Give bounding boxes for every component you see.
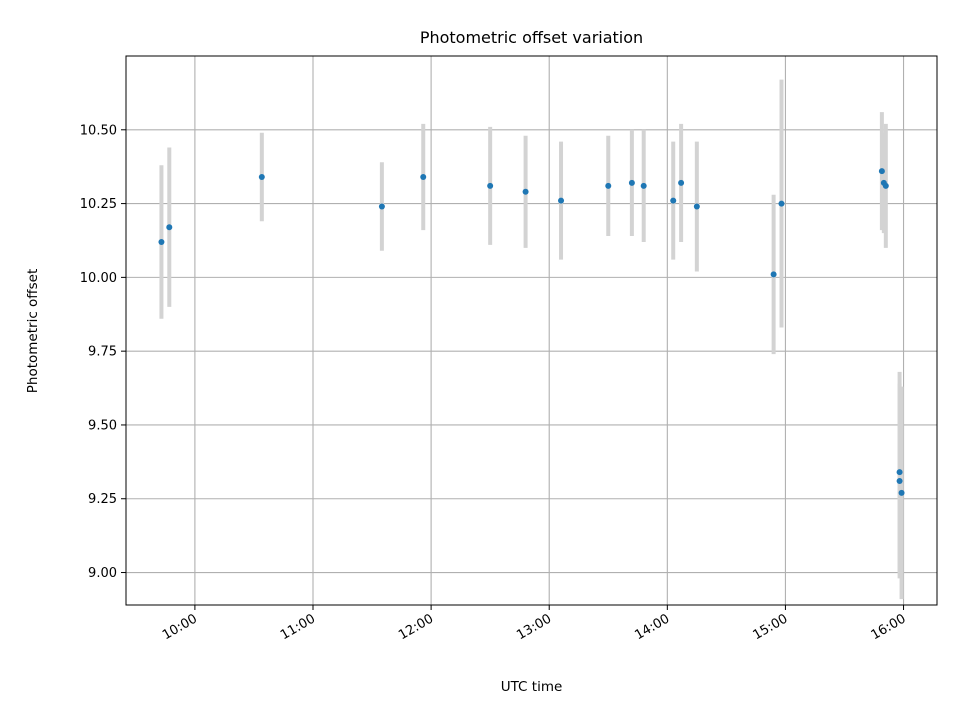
grid <box>126 56 937 605</box>
data-point <box>896 478 903 485</box>
data-point <box>605 182 612 189</box>
data-point <box>640 182 647 189</box>
y-tick-label: 10.25 <box>80 197 117 212</box>
data-point <box>558 197 565 204</box>
data-point <box>896 469 903 476</box>
x-axis-label: UTC time <box>501 679 563 695</box>
data-points <box>158 168 905 496</box>
data-point <box>882 182 889 189</box>
data-point <box>378 203 385 210</box>
data-point <box>258 174 265 181</box>
data-point <box>628 179 635 186</box>
data-point <box>670 197 677 204</box>
data-point <box>522 188 529 195</box>
y-axis-label: Photometric offset <box>25 269 41 393</box>
data-point <box>693 203 700 210</box>
data-point <box>898 489 905 496</box>
data-point <box>158 238 165 245</box>
data-point <box>487 182 494 189</box>
data-point <box>678 179 685 186</box>
y-axis: 9.00 9.25 9.50 9.75 10.00 10.25 10.50 <box>80 123 126 581</box>
y-tick-label: 9.50 <box>88 418 117 433</box>
data-point <box>778 200 785 207</box>
data-point <box>770 271 777 278</box>
y-tick-label: 9.00 <box>88 566 117 581</box>
y-tick-label: 9.75 <box>88 345 117 360</box>
y-tick-label: 9.25 <box>88 492 117 507</box>
data-point <box>878 168 885 175</box>
data-point <box>420 174 427 181</box>
y-tick-label: 10.00 <box>80 271 117 286</box>
chart-title: Photometric offset variation <box>420 28 643 47</box>
plot-frame <box>125 55 938 606</box>
data-point <box>166 224 173 231</box>
y-tick-label: 10.50 <box>80 123 117 138</box>
